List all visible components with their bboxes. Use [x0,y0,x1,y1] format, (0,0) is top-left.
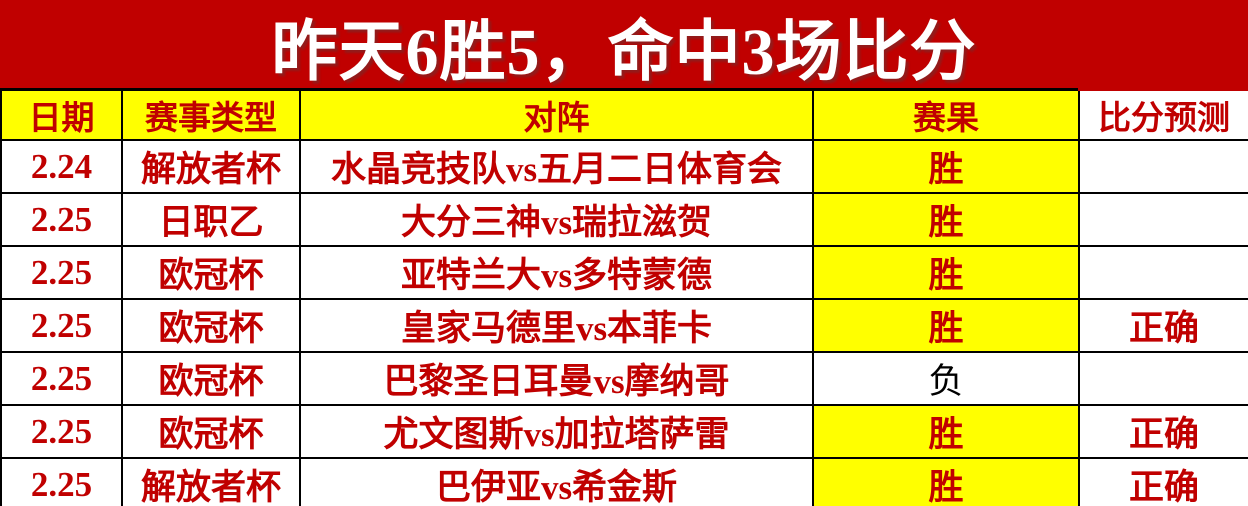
page-title: 昨天6胜5，命中3场比分 [271,15,977,89]
header-row: 日期 赛事类型 对阵 赛果 比分预测 [0,91,1248,141]
result-cell: 胜 [812,298,1080,353]
header-result: 赛果 [812,91,1080,141]
results-table: 日期 赛事类型 对阵 赛果 比分预测 2.24 解放者杯 水晶竞技队vs五月二日… [0,91,1248,506]
table-row: 2.24 解放者杯 水晶竞技队vs五月二日体育会 胜 [0,139,1248,194]
table-row: 2.25 日职乙 大分三神vs瑞拉滋贺 胜 [0,192,1248,247]
prediction-cell [1078,192,1248,247]
league-cell: 欧冠杯 [121,351,301,406]
header-league: 赛事类型 [121,91,301,141]
table-row: 2.25 解放者杯 巴伊亚vs希金斯 胜 正确 [0,457,1248,506]
table-row: 2.25 欧冠杯 亚特兰大vs多特蒙德 胜 [0,245,1248,300]
prediction-cell: 正确 [1078,298,1248,353]
match-cell: 尤文图斯vs加拉塔萨雷 [299,404,814,459]
table-row: 2.25 欧冠杯 巴黎圣日耳曼vs摩纳哥 负 [0,351,1248,406]
date-cell: 2.25 [0,404,123,459]
header-prediction: 比分预测 [1078,91,1248,141]
league-cell: 欧冠杯 [121,298,301,353]
prediction-cell: 正确 [1078,457,1248,506]
league-cell: 欧冠杯 [121,404,301,459]
match-cell: 皇家马德里vs本菲卡 [299,298,814,353]
match-cell: 大分三神vs瑞拉滋贺 [299,192,814,247]
prediction-cell: 正确 [1078,404,1248,459]
prediction-cell [1078,245,1248,300]
date-cell: 2.25 [0,192,123,247]
league-cell: 日职乙 [121,192,301,247]
header-match: 对阵 [299,91,814,141]
date-cell: 2.25 [0,351,123,406]
result-cell: 胜 [812,139,1080,194]
league-cell: 解放者杯 [121,139,301,194]
prediction-cell [1078,351,1248,406]
table-row: 2.25 欧冠杯 皇家马德里vs本菲卡 胜 正确 [0,298,1248,353]
result-cell: 胜 [812,404,1080,459]
match-cell: 巴伊亚vs希金斯 [299,457,814,506]
date-cell: 2.25 [0,457,123,506]
match-cell: 水晶竞技队vs五月二日体育会 [299,139,814,194]
banner-bottom-border [0,88,1078,91]
header-date: 日期 [0,91,123,141]
result-cell: 胜 [812,192,1080,247]
prediction-cell [1078,139,1248,194]
table-row: 2.25 欧冠杯 尤文图斯vs加拉塔萨雷 胜 正确 [0,404,1248,459]
date-cell: 2.25 [0,245,123,300]
league-cell: 解放者杯 [121,457,301,506]
league-cell: 欧冠杯 [121,245,301,300]
match-cell: 亚特兰大vs多特蒙德 [299,245,814,300]
result-cell: 胜 [812,457,1080,506]
match-cell: 巴黎圣日耳曼vs摩纳哥 [299,351,814,406]
title-banner: 昨天6胜5，命中3场比分 [0,0,1248,91]
date-cell: 2.24 [0,139,123,194]
result-cell: 胜 [812,245,1080,300]
result-cell: 负 [812,351,1080,406]
date-cell: 2.25 [0,298,123,353]
